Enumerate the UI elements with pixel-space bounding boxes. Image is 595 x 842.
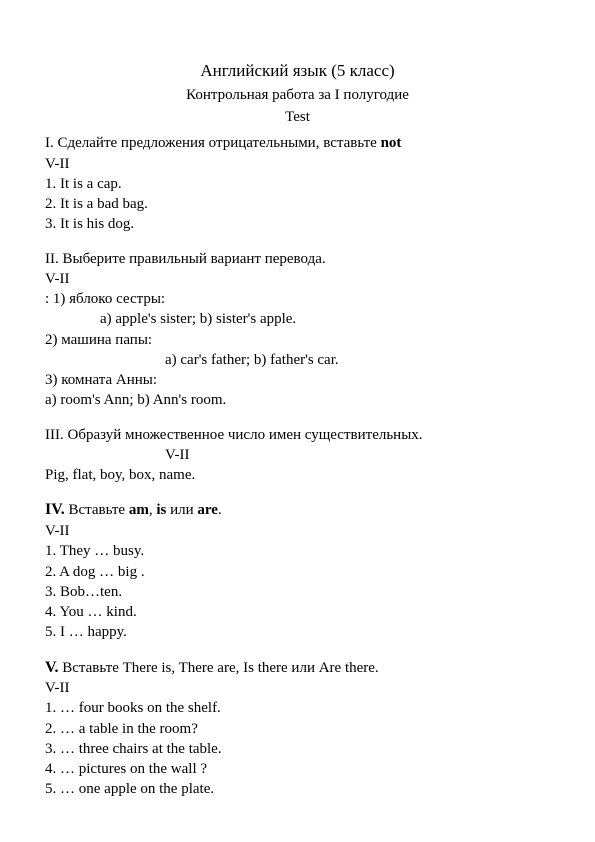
s5-roman: V. <box>45 659 59 676</box>
spacer <box>45 643 550 657</box>
title-line-1: Английский язык (5 класс) <box>45 60 550 83</box>
s2-q1-label: : 1) яблоко сестры: <box>45 289 550 309</box>
s5-text: Вставьте There is, There are, Is there и… <box>59 660 379 676</box>
s3-body: Pig, flat, boy, box, name. <box>45 465 550 485</box>
s1-item-1: 1. It is a cap. <box>45 174 550 194</box>
s5-item-2: 2. … a table in the room? <box>45 719 550 739</box>
section-3-variant: V-II <box>45 445 550 465</box>
s2-q3-options: a) room's Ann; b) Ann's room. <box>45 390 550 410</box>
title-line-3: Test <box>45 107 550 127</box>
spacer <box>45 235 550 249</box>
s1-item-2: 2. It is a bad bag. <box>45 194 550 214</box>
spacer <box>45 411 550 425</box>
section-5-heading: V. Вставьте There is, There are, Is ther… <box>45 657 550 679</box>
section-3-heading: III. Образуй множественное число имен су… <box>45 425 550 445</box>
s5-item-5: 5. … one apple on the plate. <box>45 779 550 799</box>
section-2-heading: II. Выберите правильный вариант перевода… <box>45 249 550 269</box>
s2-q1-options: a) apple's sister; b) sister's apple. <box>45 309 550 329</box>
s4-roman: IV. <box>45 501 65 518</box>
s4-am: am <box>129 502 149 518</box>
title-line-2: Контрольная работа за I полугодие <box>45 85 550 105</box>
s5-item-3: 3. … three chairs at the table. <box>45 739 550 759</box>
section-2-variant: V-II <box>45 269 550 289</box>
s4-dot: . <box>218 502 222 518</box>
s4-text1: Вставьте <box>65 502 129 518</box>
s4-item-3: 3. Bob…ten. <box>45 582 550 602</box>
s4-is: is <box>156 502 166 518</box>
s2-q2-label: 2) машина папы: <box>45 330 550 350</box>
s4-item-4: 4. You … kind. <box>45 602 550 622</box>
section-4-variant: V-II <box>45 521 550 541</box>
s2-q3-label: 3) комната Анны: <box>45 370 550 390</box>
s4-are: are <box>197 502 218 518</box>
s4-item-5: 5. I … happy. <box>45 622 550 642</box>
s5-item-4: 4. … pictures on the wall ? <box>45 759 550 779</box>
s4-item-1: 1. They … busy. <box>45 541 550 561</box>
section-1-head-bold: not <box>381 135 402 151</box>
section-1-head-text: I. Сделайте предложения отрицательными, … <box>45 135 381 151</box>
s5-item-1: 1. … four books on the shelf. <box>45 698 550 718</box>
s2-q2-options: a) car's father; b) father's car. <box>45 350 550 370</box>
spacer <box>45 485 550 499</box>
page: Английский язык (5 класс) Контрольная ра… <box>0 0 595 842</box>
section-1-variant: V-II <box>45 154 550 174</box>
s4-text2: или <box>166 502 197 518</box>
section-5-variant: V-II <box>45 678 550 698</box>
s1-item-3: 3. It is his dog. <box>45 214 550 234</box>
section-4-heading: IV. Вставьте am, is или are. <box>45 499 550 521</box>
section-1-heading: I. Сделайте предложения отрицательными, … <box>45 133 550 153</box>
s4-item-2: 2. A dog … big . <box>45 562 550 582</box>
